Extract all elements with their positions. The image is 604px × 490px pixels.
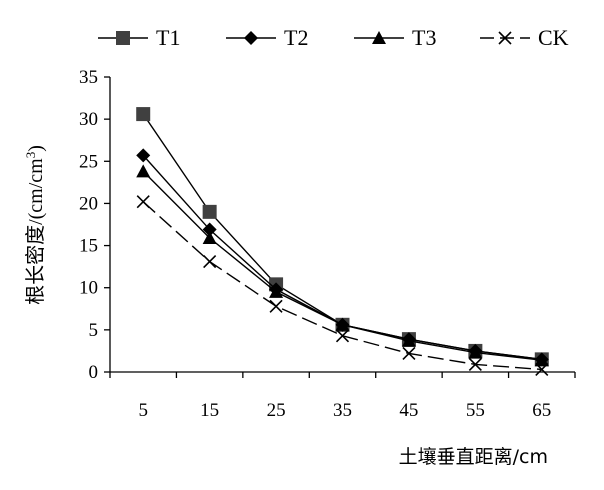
data-point-t2 [202, 222, 217, 237]
legend-item-t1: T1 [98, 25, 180, 50]
x-tick-label: 65 [532, 400, 551, 421]
x-tick-label: 55 [466, 400, 485, 421]
data-point-t3 [401, 333, 416, 347]
legend-label: CK [538, 25, 569, 50]
data-point-t3 [335, 317, 350, 331]
data-point-ck [468, 357, 482, 371]
y-tick-label: 30 [79, 109, 98, 130]
data-point-t3 [202, 230, 217, 244]
y-tick-label: 35 [79, 67, 98, 88]
x-axis: 5 15 25 35 45 55 65 [109, 371, 576, 421]
y-axis-title: 根长密度/(cm/cm3) [23, 145, 48, 305]
legend-item-t2: T2 [226, 25, 308, 50]
legend-label: T3 [412, 25, 436, 50]
y-tick-label: 5 [89, 320, 99, 341]
x-tick-label: 35 [333, 400, 352, 421]
legend-marker [498, 31, 512, 45]
y-axis: 0 5 10 15 20 25 30 35 [79, 67, 111, 383]
legend-marker [116, 31, 130, 45]
x-tick-label: 25 [267, 400, 286, 421]
y-tick-label: 0 [89, 362, 99, 383]
x-tick-label: 45 [399, 400, 418, 421]
y-tick-label: 20 [79, 193, 98, 214]
legend-marker [372, 31, 386, 44]
legend-marker [244, 31, 258, 45]
data-point-ck [136, 195, 150, 209]
y-tick-label: 15 [79, 236, 98, 257]
data-point-ck [335, 329, 350, 343]
data-point-t2 [136, 148, 151, 163]
series-ck [136, 195, 549, 377]
data-point-ck [203, 255, 217, 269]
legend-item-t3: T3 [354, 25, 436, 50]
legend-label: T2 [284, 25, 308, 50]
data-point-t3 [269, 284, 284, 298]
data-point-ck [535, 362, 549, 377]
x-axis-title: 土壤垂直距离/cm [399, 446, 548, 468]
data-point-ck [269, 299, 283, 313]
data-point-t3 [534, 353, 549, 367]
legend: T1 T2 T3 CK [98, 25, 569, 50]
series-t3 [136, 164, 549, 367]
data-point-t3 [136, 164, 151, 178]
data-point-ck [402, 346, 416, 361]
data-point-t1 [202, 204, 217, 219]
y-tick-label: 25 [79, 151, 98, 172]
series-t2 [136, 148, 549, 367]
data-point-t1 [136, 107, 151, 122]
y-tick-label: 10 [79, 278, 98, 299]
data-point-t3 [468, 345, 483, 359]
x-tick-label: 15 [200, 400, 219, 421]
legend-label: T1 [156, 25, 180, 50]
series-line-t3 [142, 170, 542, 361]
legend-item-ck: CK [480, 25, 569, 50]
x-tick-label: 5 [138, 400, 148, 421]
series-layer [136, 107, 549, 377]
